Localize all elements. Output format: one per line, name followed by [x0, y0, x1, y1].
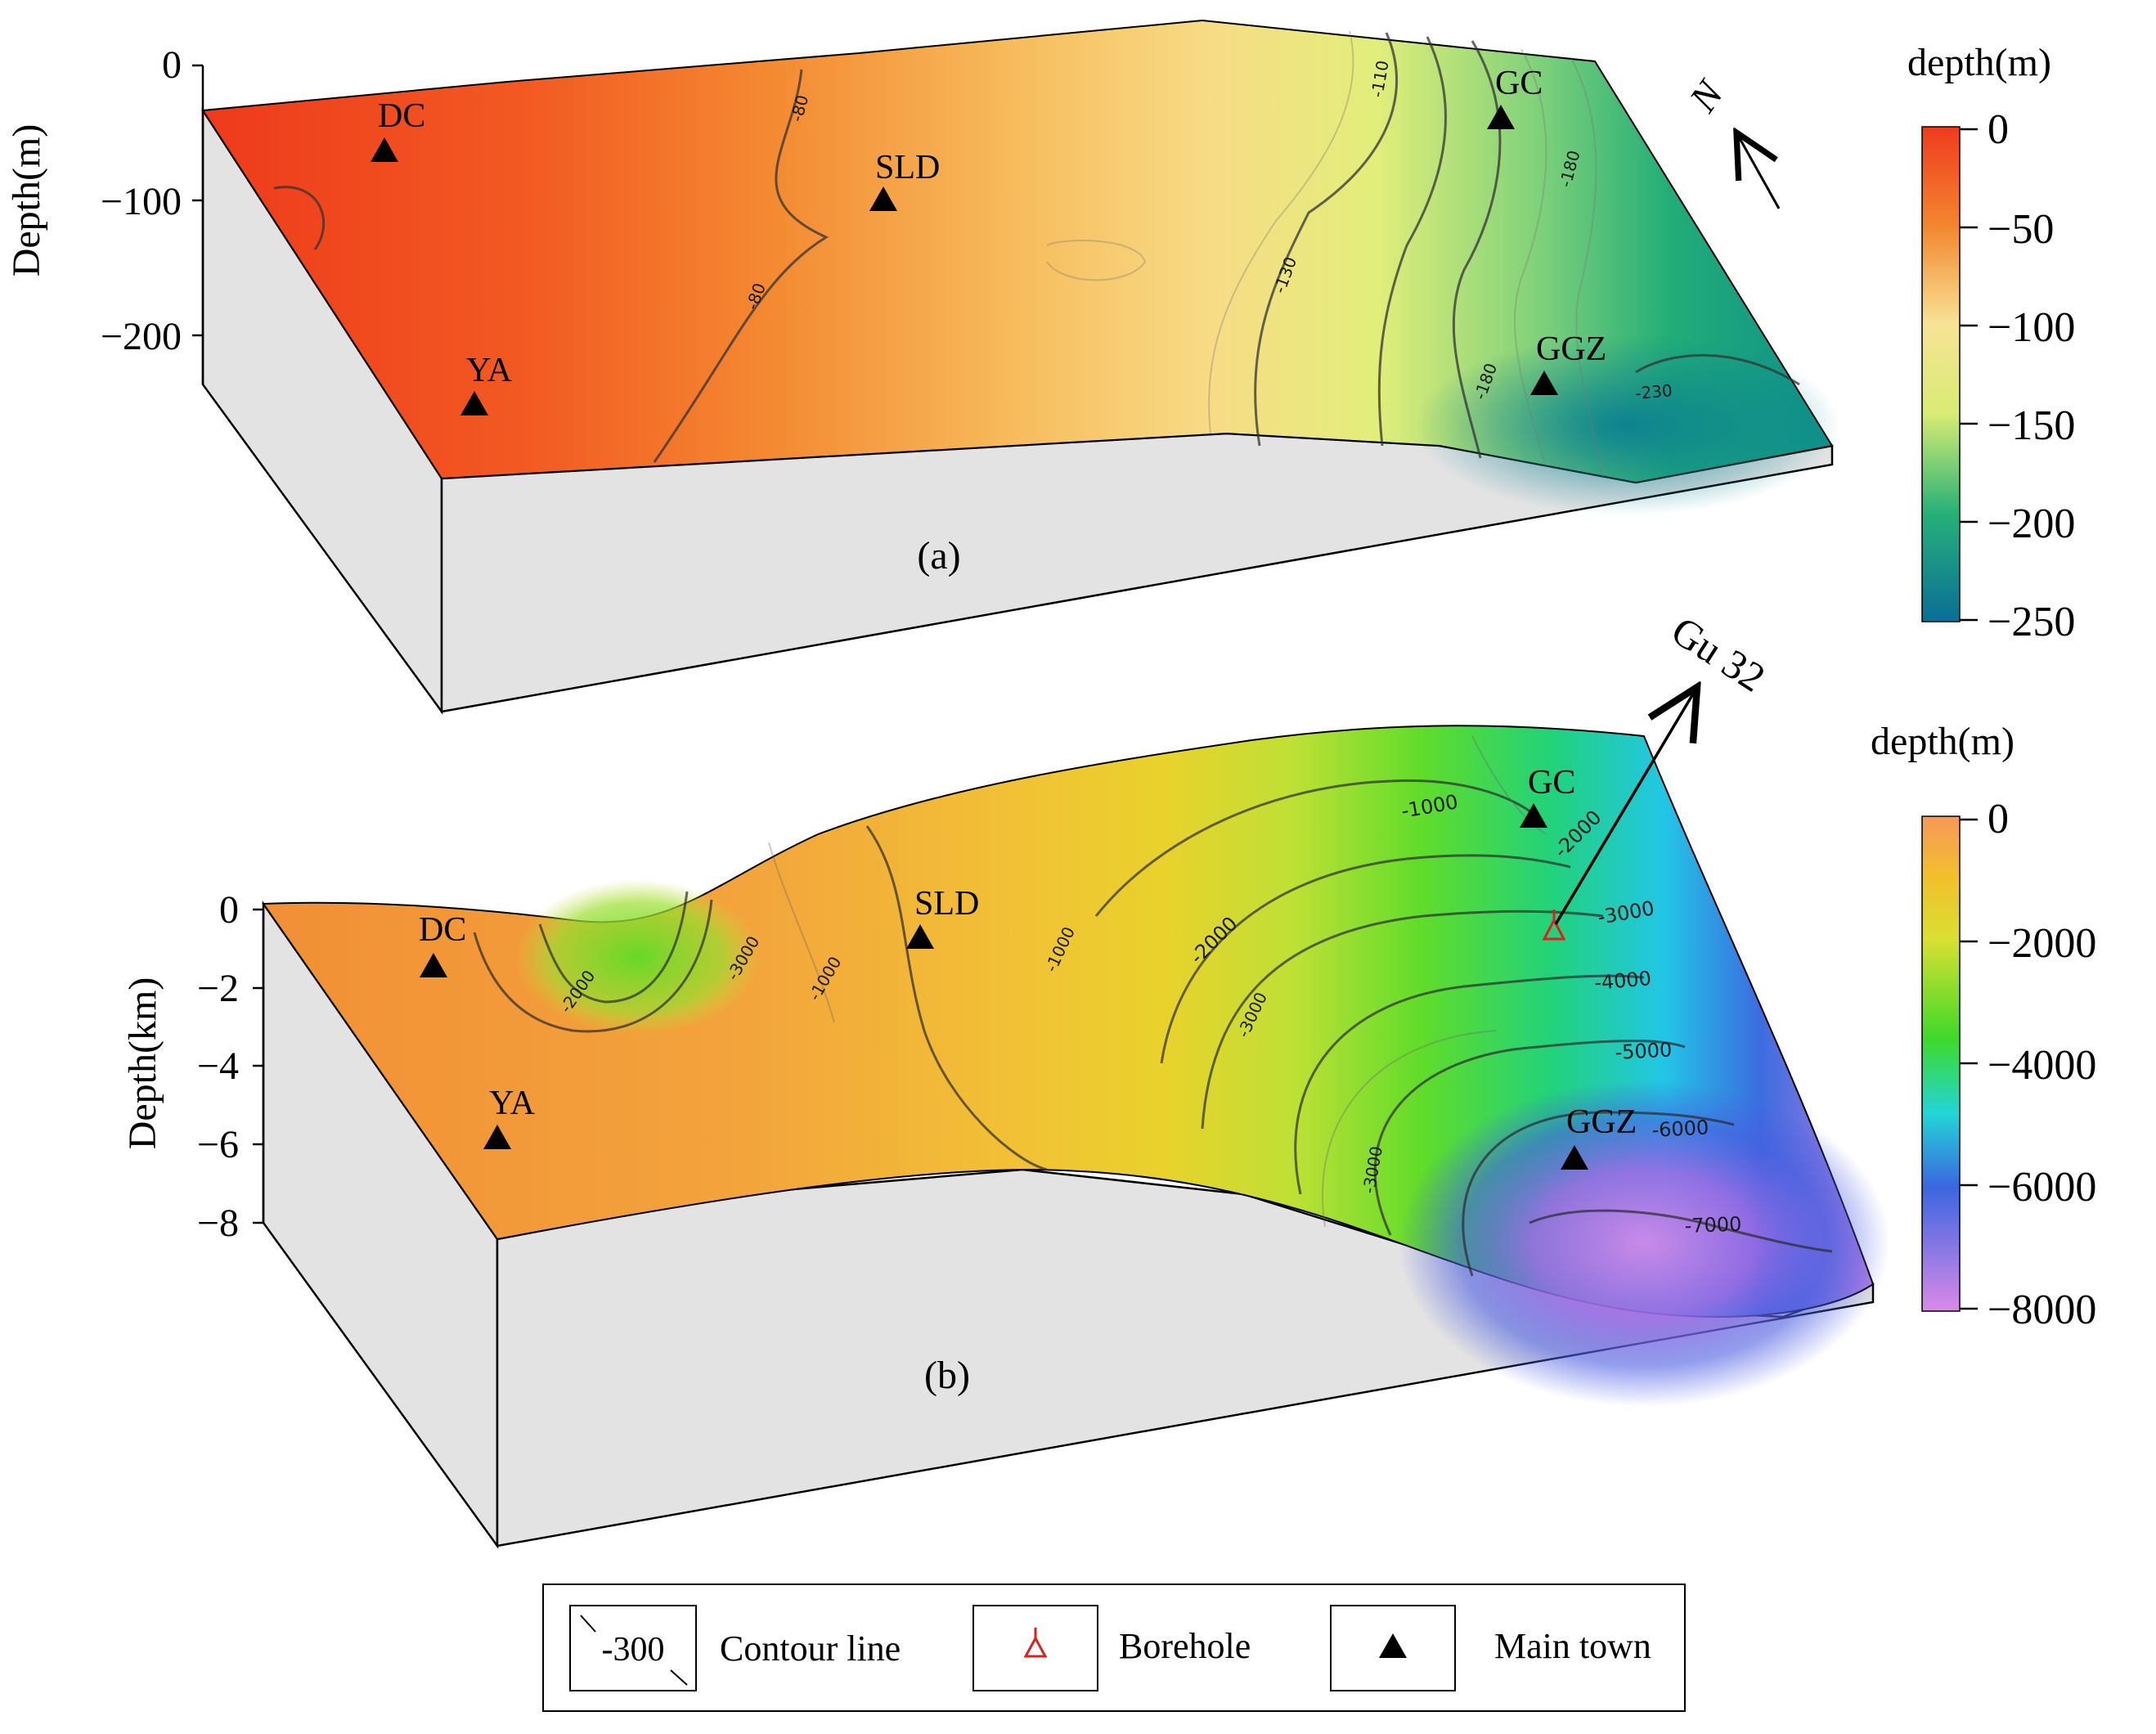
axis-tick-label: −4: [197, 1044, 239, 1088]
axis-tick-label: −100: [101, 180, 182, 223]
panel-a-deep-zone: [1415, 335, 1840, 515]
legend-town-text: Main town: [1494, 1626, 1651, 1666]
contour-label: -4000: [1593, 967, 1652, 995]
colorbar-tick-label: −6000: [1988, 1164, 2096, 1211]
panel-label: (b): [924, 1354, 970, 1397]
town-label: GGZ: [1536, 330, 1606, 368]
axis-tick-label: 0: [162, 43, 182, 87]
legend-contour-text: Contour line: [720, 1628, 901, 1669]
panel-b: -1000 -2000 -3000 -2000 -3000 -1000 -200…: [121, 607, 1889, 1549]
town-label: YA: [489, 1085, 536, 1122]
legend-contour-sample: -300: [602, 1631, 665, 1669]
panel-b-axis: 0 −2 −4 −6 −8 Depth(km): [121, 888, 265, 1245]
north-label: N: [1681, 71, 1733, 120]
town-label: DC: [378, 97, 425, 135]
town-marker-icon: [483, 1125, 511, 1149]
town-label: GC: [1495, 65, 1543, 102]
colorbar-tick-label: −250: [1988, 599, 2075, 645]
borehole-label: Gu 32: [1664, 607, 1773, 700]
panel-b-faint-contours: [768, 735, 1547, 1228]
axis-tick-label: −8: [197, 1202, 239, 1245]
contour-label: -6000: [1651, 1116, 1709, 1142]
panel-a-axis: 0 −100 −200 Depth(m): [5, 43, 204, 384]
north-arrow-icon: [1736, 133, 1781, 209]
axis-title: Depth(km): [121, 977, 164, 1150]
legend-contour-box: [569, 1605, 697, 1691]
panel-b-green-valley: [515, 879, 761, 1035]
town-marker-icon: [1487, 105, 1515, 129]
colorbar-title: depth(m): [1907, 41, 2051, 84]
panel-a-towns: DC SLD GC YA GGZ: [371, 65, 1606, 416]
panel-label: (a): [917, 534, 960, 577]
town-marker-icon: [371, 137, 398, 162]
town-marker-icon: [1520, 803, 1547, 828]
contour-label: -5000: [1615, 1038, 1673, 1064]
town-marker-icon: [1561, 1145, 1588, 1170]
legend-frame: [542, 1584, 1686, 1712]
town-label: YA: [466, 352, 513, 389]
contour-label: -230: [1634, 380, 1673, 403]
colorbar-a: depth(m) 0 −50 −100 −150 −200 −250: [1907, 41, 2075, 645]
contour-label: -7000: [1684, 1213, 1742, 1238]
colorbar-tick-label: −2000: [1988, 920, 2096, 967]
colorbar-tick-label: −4000: [1988, 1042, 2096, 1089]
legend: -300 Contour line Borehole Main town: [542, 1584, 1686, 1712]
borehole-icon: [1023, 1635, 1048, 1658]
axis-tick-label: −200: [101, 315, 182, 358]
town-label: DC: [419, 911, 466, 949]
town-marker-icon: [906, 924, 934, 949]
colorbar-ramp: [1921, 126, 1961, 622]
colorbar-tick-label: 0: [1988, 106, 2009, 153]
panel-b-towns: GC DC SLD YA GGZ: [419, 764, 1637, 1170]
colorbar-ramp: [1921, 815, 1961, 1312]
panel-a: -80 -80 -110 -130 -180 -180 -230 0 −100 …: [5, 19, 1840, 715]
north-arrow: N: [1681, 71, 1781, 209]
colorbar-tick-label: −50: [1988, 206, 2054, 253]
town-marker-icon: [1379, 1633, 1407, 1658]
town-label: SLD: [875, 149, 940, 186]
colorbar-title: depth(m): [1871, 720, 2015, 763]
town-label: SLD: [914, 885, 979, 923]
town-label: GGZ: [1566, 1103, 1637, 1141]
legend-borehole-box: [972, 1605, 1098, 1691]
town-marker-icon: [1530, 371, 1558, 395]
borehole-callout-arrow: [1554, 687, 1697, 925]
colorbar-tick-label: 0: [1988, 796, 2009, 842]
axis-tick-label: −6: [197, 1123, 239, 1166]
legend-borehole-text: Borehole: [1119, 1626, 1251, 1666]
town-label: GC: [1528, 764, 1575, 802]
colorbar-b: depth(m) 0 −2000 −4000 −6000 −8000: [1871, 720, 2096, 1333]
panel-b-deep-basin: [1399, 1080, 1889, 1407]
borehole-icon: [1542, 917, 1566, 941]
town-marker-icon: [460, 391, 488, 416]
axis-tick-label: 0: [219, 888, 239, 932]
panel-a-faint-contours: [1046, 30, 1604, 479]
colorbar-tick-label: −100: [1988, 304, 2075, 351]
town-marker-icon: [420, 953, 447, 977]
town-marker-icon: [869, 186, 897, 211]
colorbar-tick-label: −200: [1988, 501, 2075, 547]
colorbar-tick-label: −8000: [1988, 1287, 2096, 1333]
axis-title: Depth(m): [5, 124, 48, 277]
colorbar-tick-label: −150: [1988, 402, 2075, 449]
axis-tick-label: −2: [197, 967, 239, 1010]
